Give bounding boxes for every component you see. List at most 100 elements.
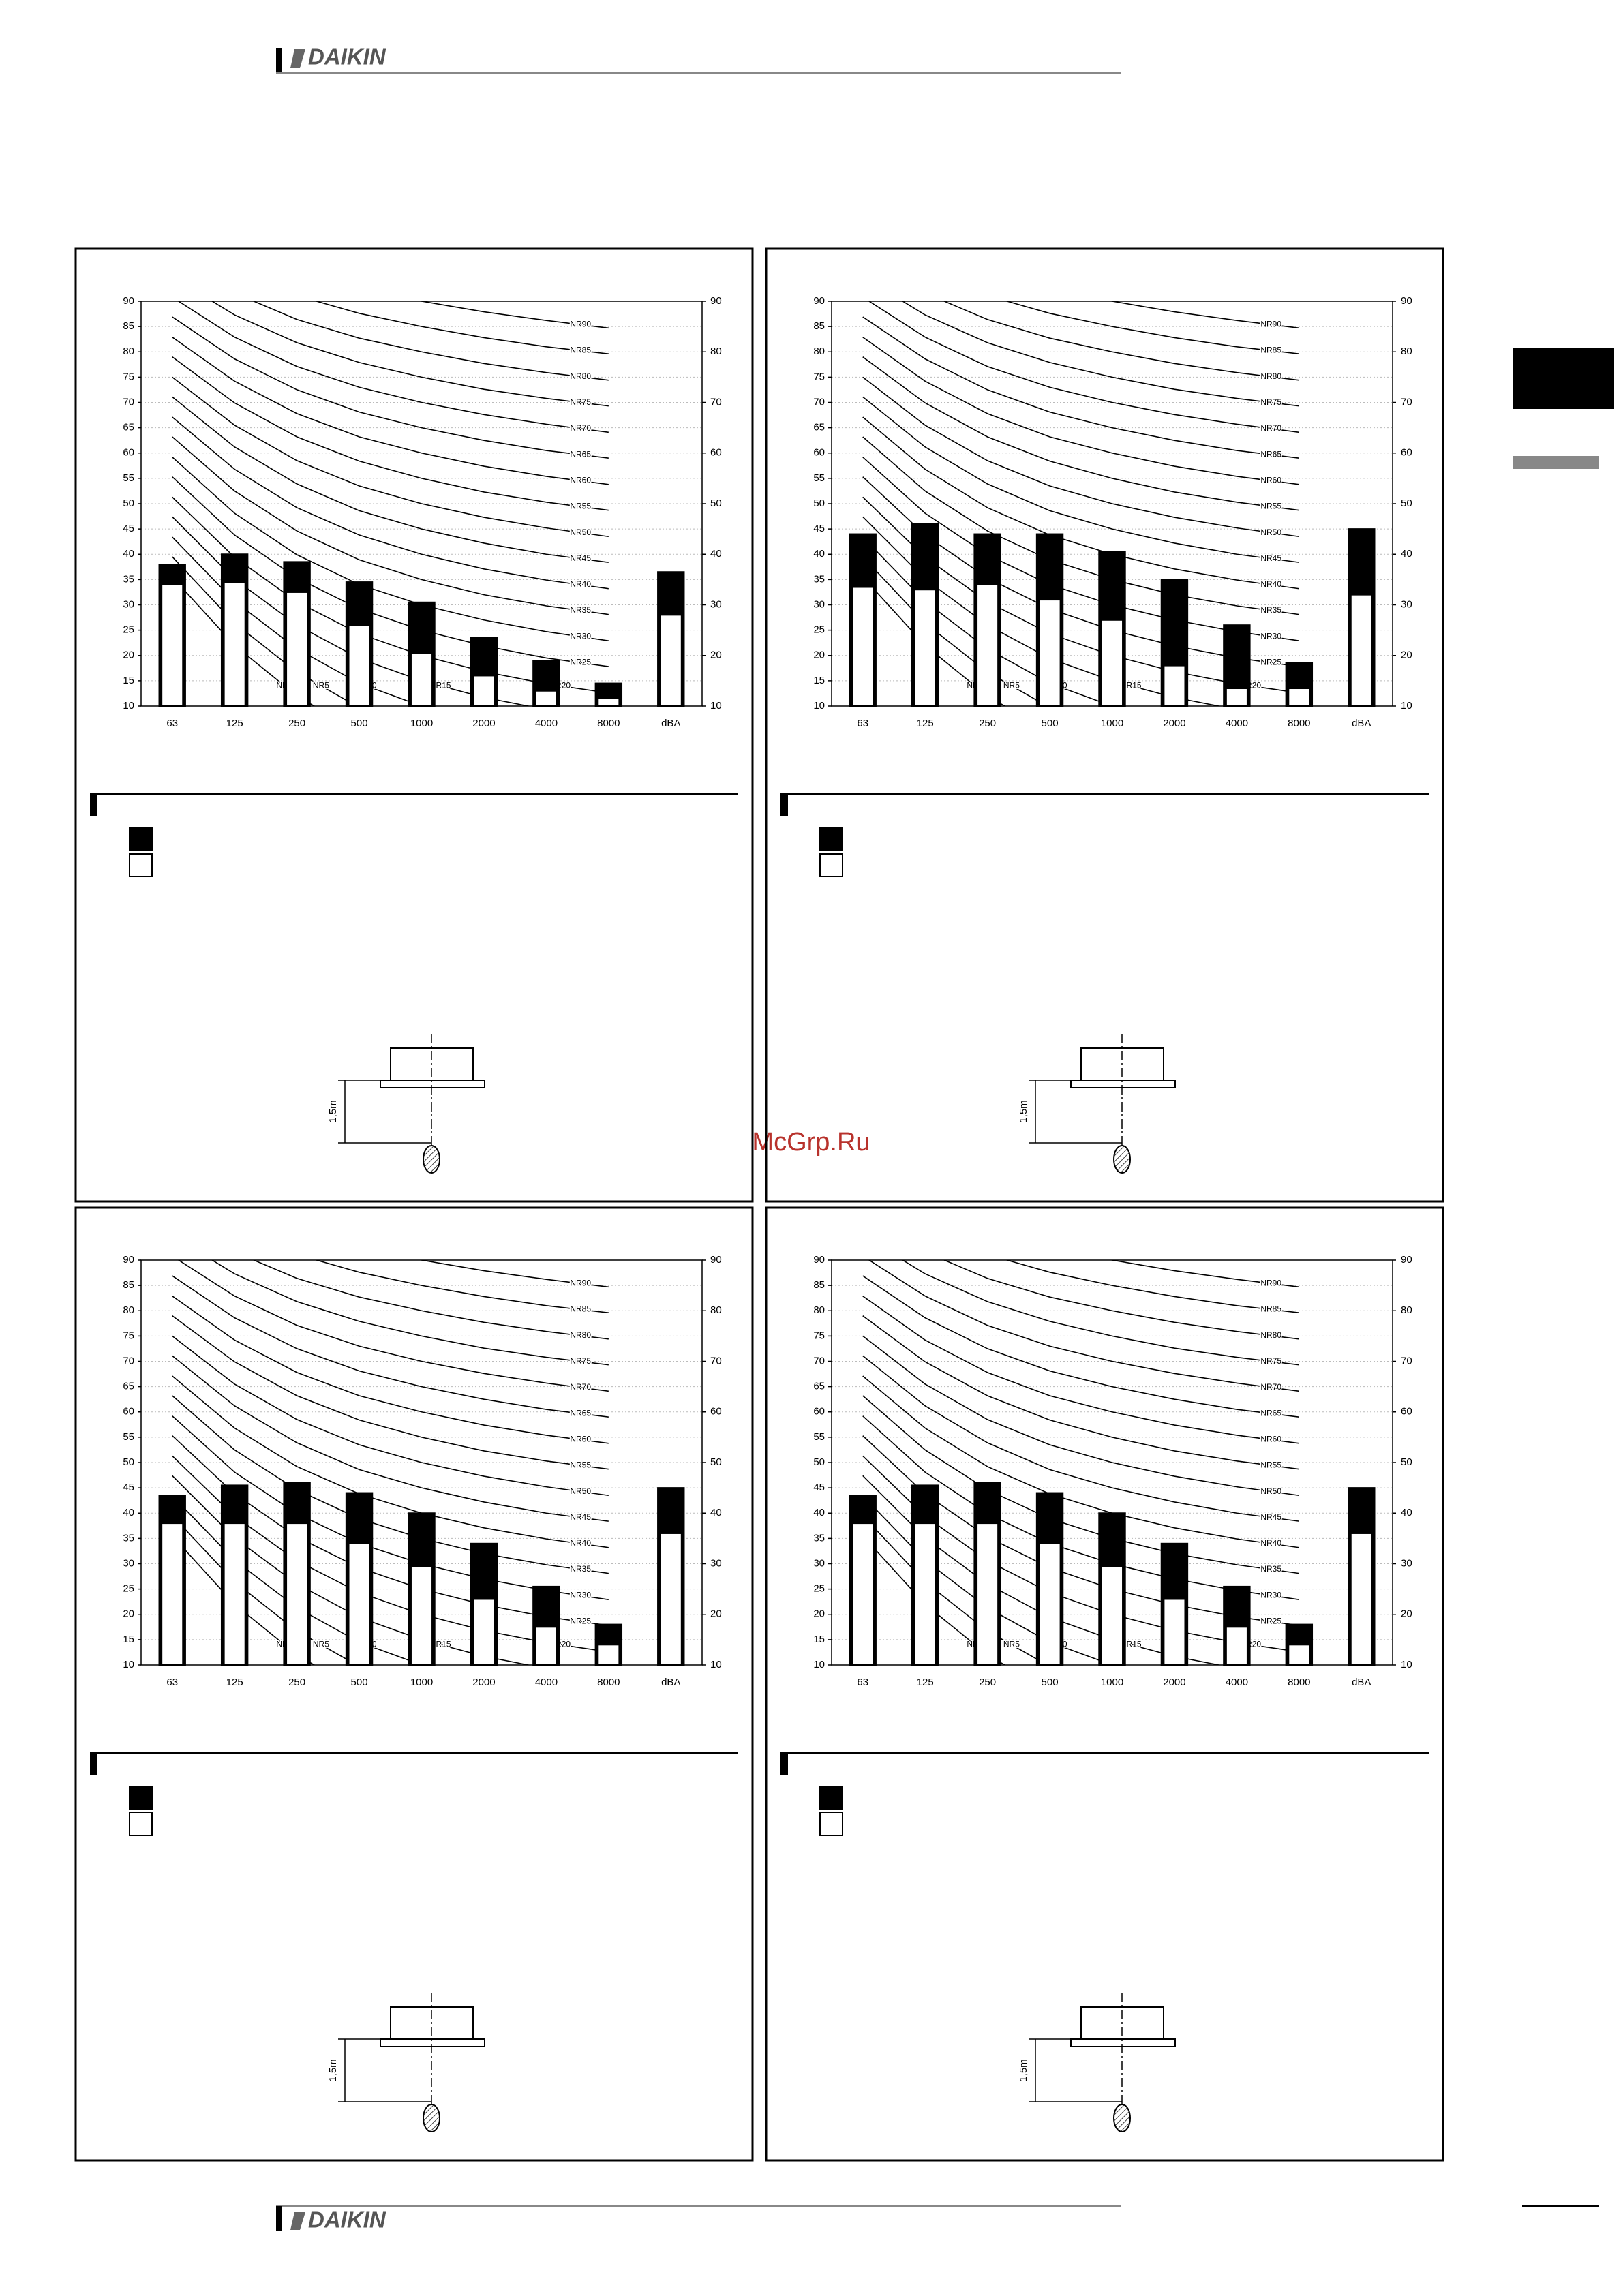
nr-curve — [1005, 301, 1299, 355]
y-tick-label: 10 — [123, 700, 134, 711]
x-tick-label: 500 — [1042, 1677, 1059, 1688]
y-tick-label: 10 — [813, 1659, 825, 1670]
y-tick-label: 65 — [123, 1381, 134, 1392]
nr-curve — [314, 301, 609, 355]
y-tick-label: 60 — [813, 1406, 825, 1418]
nr-label: NR50 — [1260, 527, 1281, 537]
y-tick-label: 50 — [123, 1456, 134, 1468]
x-tick-label: 2000 — [1163, 718, 1185, 729]
y2-tick-label: 40 — [710, 548, 722, 560]
nr-label: NR70 — [570, 423, 591, 433]
bar — [851, 586, 875, 707]
nr-label: NR75 — [1260, 397, 1281, 407]
y-tick-label: 70 — [813, 396, 825, 408]
unit-panel — [380, 1080, 485, 1088]
bar — [1038, 599, 1061, 707]
x-tick-label: 500 — [351, 1677, 368, 1688]
nr-label: NR45 — [570, 553, 591, 563]
nr-label: NR70 — [570, 1382, 591, 1392]
y-tick-label: 45 — [123, 1482, 134, 1493]
bar — [1038, 1542, 1061, 1666]
nr-label: NR55 — [1260, 1460, 1281, 1469]
y-tick-label: 50 — [813, 1456, 825, 1468]
y-tick-label: 20 — [123, 1608, 134, 1620]
panel-frame — [74, 247, 754, 1203]
x-tick-label: 125 — [917, 718, 934, 729]
y-tick-label: 80 — [813, 346, 825, 357]
nr-label: NR85 — [570, 1304, 591, 1314]
nr-curve — [862, 356, 1299, 511]
y-tick-label: 55 — [123, 472, 134, 484]
x-tick-label: dBA — [1352, 718, 1371, 729]
y-tick-label: 85 — [813, 1279, 825, 1291]
y2-tick-label: 80 — [1401, 346, 1412, 357]
y-tick-label: 60 — [813, 447, 825, 459]
nr-label: NR85 — [1260, 346, 1281, 355]
nr-curve — [862, 396, 1299, 563]
y2-tick-label: 70 — [710, 1355, 722, 1366]
x-tick-label: 63 — [166, 718, 178, 729]
nr-curve — [862, 1355, 1299, 1522]
nr-label: NR75 — [570, 397, 591, 407]
nr-label: NR5 — [313, 1639, 329, 1649]
nr-curve — [1005, 1260, 1299, 1314]
nr-curve — [172, 1395, 609, 1574]
nr-curves — [862, 301, 1299, 706]
header-logo: DAIKIN — [308, 44, 386, 70]
y2-tick-label: 40 — [1401, 548, 1412, 560]
nr-curve — [901, 301, 1299, 407]
nr-curve — [862, 436, 1299, 615]
nr-curve — [419, 1260, 609, 1288]
plot-frame — [140, 301, 703, 707]
y-tick-label: 35 — [123, 573, 134, 585]
unit-panel — [1070, 1080, 1176, 1088]
nr-label: NR50 — [1260, 1486, 1281, 1496]
y2-tick-label: 50 — [710, 1456, 722, 1468]
y2-tick-label: 70 — [710, 396, 722, 408]
bar — [161, 583, 184, 707]
bar — [1100, 1565, 1124, 1666]
bar — [1225, 1626, 1248, 1666]
nr-curve — [177, 301, 609, 433]
y-tick-label: 60 — [123, 1406, 134, 1418]
nr-label: NR25 — [570, 1617, 591, 1626]
x-tick-label: 1000 — [410, 718, 433, 729]
bar — [223, 581, 246, 707]
y-tick-label: 15 — [813, 675, 825, 686]
nr-label: NR80 — [1260, 371, 1281, 381]
nr-curve — [862, 1275, 1299, 1418]
bar — [1163, 664, 1186, 707]
bar — [976, 1522, 999, 1666]
nr-label: NR50 — [570, 527, 591, 537]
y2-tick-label: 60 — [1401, 447, 1412, 459]
y2-tick-label: 60 — [710, 447, 722, 459]
footer-logo-mark — [290, 2212, 305, 2230]
panel: 10 15 20 25 30 35 40 45 50 55 60 65 70 75 80 85 90 10 20 30… — [74, 1206, 754, 2162]
y2-tick-label: 40 — [1401, 1507, 1412, 1518]
y2-tick-label: 80 — [710, 1304, 722, 1316]
y-tick-label: 80 — [123, 346, 134, 357]
y-tick-label: 60 — [123, 447, 134, 459]
nr-label: NR65 — [570, 1408, 591, 1418]
x-tick-label: 2000 — [1163, 1677, 1185, 1688]
y2-tick-label: 90 — [710, 295, 722, 307]
nr-label: NR25 — [1260, 1617, 1281, 1626]
y-tick-label: 10 — [123, 1659, 134, 1670]
x-tick-label: 250 — [288, 718, 305, 729]
nr-label: NR45 — [1260, 1512, 1281, 1522]
footer-logo: DAIKIN — [308, 2207, 386, 2233]
section-mark — [780, 794, 788, 816]
x-tick-label: 1000 — [1101, 1677, 1123, 1688]
nr-label: NR65 — [1260, 449, 1281, 459]
y-tick-label: 15 — [123, 675, 134, 686]
y2-tick-label: 90 — [710, 1254, 722, 1266]
y-tick-label: 35 — [813, 1532, 825, 1544]
y2-tick-label: 10 — [1401, 1659, 1412, 1670]
nr-label: NR60 — [570, 1435, 591, 1444]
nr-label: NR70 — [1260, 423, 1281, 433]
nr-curve — [862, 337, 1299, 485]
y-tick-label: 40 — [123, 548, 134, 560]
y2-tick-label: 20 — [710, 1608, 722, 1620]
legend-swatch — [819, 853, 843, 877]
